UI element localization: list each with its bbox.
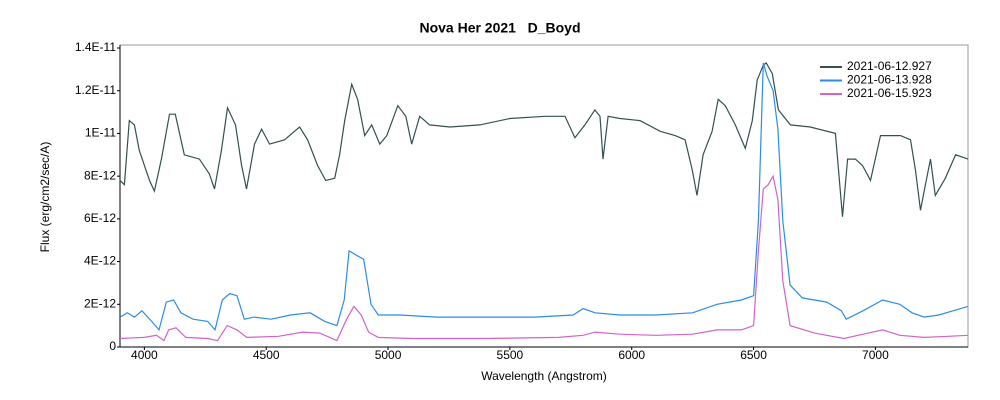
legend-label: 2021-06-15.923 xyxy=(847,86,932,100)
y-tick-label: 0 xyxy=(109,339,116,353)
y-tick-label: 1E-11 xyxy=(85,126,116,140)
spectrum-line xyxy=(119,62,969,217)
y-tick-label: 8E-12 xyxy=(84,168,116,182)
x-tick-label: 4000 xyxy=(131,348,158,362)
y-tick-label: 2E-12 xyxy=(84,296,116,310)
x-tick-label: 7000 xyxy=(862,348,889,362)
chart-title: Nova Her 2021 D_Boyd xyxy=(419,20,580,36)
y-tick-label: 1.4E-11 xyxy=(75,40,116,54)
x-tick-label: 4500 xyxy=(253,348,280,362)
y-axis-label: Flux (erg/cm2/sec/A) xyxy=(38,142,52,253)
x-tick-label: 5500 xyxy=(497,348,524,362)
x-tick-label: 5000 xyxy=(375,348,402,362)
x-tick-label: 6000 xyxy=(618,348,645,362)
y-tick-label: 4E-12 xyxy=(84,254,116,268)
legend-label: 2021-06-12.927 xyxy=(847,59,932,73)
y-tick-label: 1.2E-11 xyxy=(75,83,116,97)
x-tick-label: 6500 xyxy=(740,348,767,362)
legend-label: 2021-06-13.928 xyxy=(847,73,932,87)
x-axis-label: Wavelength (Angstrom) xyxy=(481,369,607,383)
spectrum-line xyxy=(119,62,969,332)
spectrum-line xyxy=(119,174,969,342)
y-tick-label: 6E-12 xyxy=(84,211,116,225)
